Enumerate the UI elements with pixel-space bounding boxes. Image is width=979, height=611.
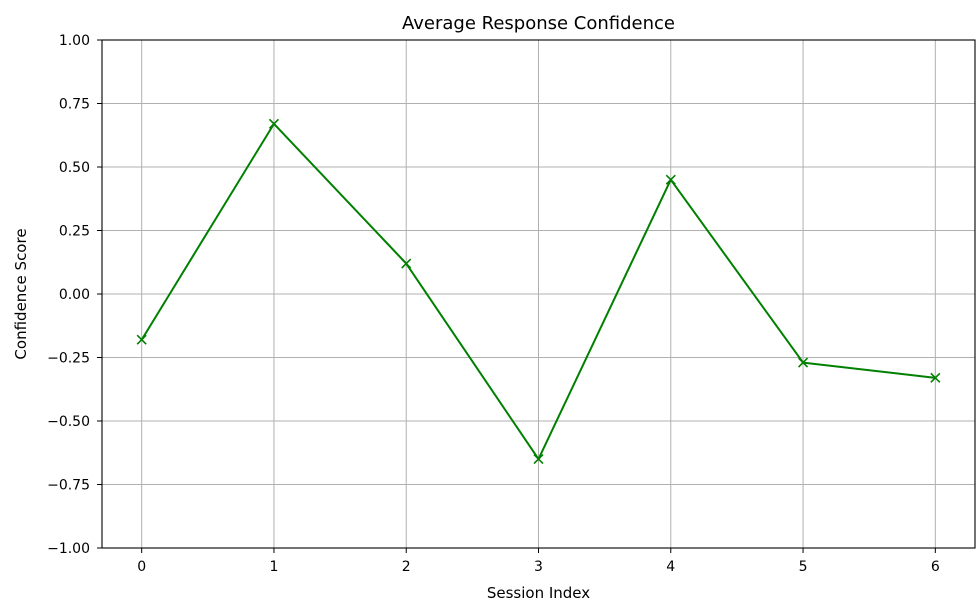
data-point-marker bbox=[136, 334, 147, 345]
data-point-marker bbox=[533, 454, 544, 465]
data-point-marker bbox=[268, 118, 280, 129]
y-tick-label: −0.75 bbox=[47, 478, 90, 494]
x-tick-label: 3 bbox=[534, 559, 543, 575]
y-tick-label: 0.75 bbox=[59, 97, 90, 113]
y-tick-label: 0.25 bbox=[59, 224, 90, 240]
y-tick-label: −1.00 bbox=[47, 541, 90, 557]
x-tick-label: 6 bbox=[931, 559, 940, 575]
data-point-marker bbox=[665, 174, 676, 185]
data-point-marker bbox=[401, 258, 412, 269]
grid-lines bbox=[102, 39, 975, 549]
chart-title: Average Response Confidence bbox=[402, 13, 675, 34]
series-layer bbox=[136, 118, 941, 465]
data-point-marker bbox=[797, 357, 809, 368]
data-point-marker bbox=[930, 372, 941, 383]
x-tick-label: 2 bbox=[402, 559, 411, 575]
y-tick-label: 1.00 bbox=[59, 33, 90, 49]
x-tick-label: 1 bbox=[269, 559, 278, 575]
y-tick-label: 0.00 bbox=[59, 287, 90, 303]
y-tick-label: 0.50 bbox=[59, 160, 90, 176]
x-tick-label: 0 bbox=[137, 559, 146, 575]
x-tick-label: 4 bbox=[666, 559, 675, 575]
y-tick-label: −0.25 bbox=[47, 351, 90, 367]
axis-ticks: 0 1 2 3 4 5 6 −1.00 −0.75 −0.50 −0.25 0.00 0.25 0.50 0… bbox=[47, 33, 940, 575]
x-tick-label: 5 bbox=[799, 559, 808, 575]
x-axis-label: Session Index bbox=[487, 584, 590, 602]
y-tick-label: −0.50 bbox=[47, 414, 90, 430]
y-axis-label: Confidence Score bbox=[12, 228, 30, 359]
